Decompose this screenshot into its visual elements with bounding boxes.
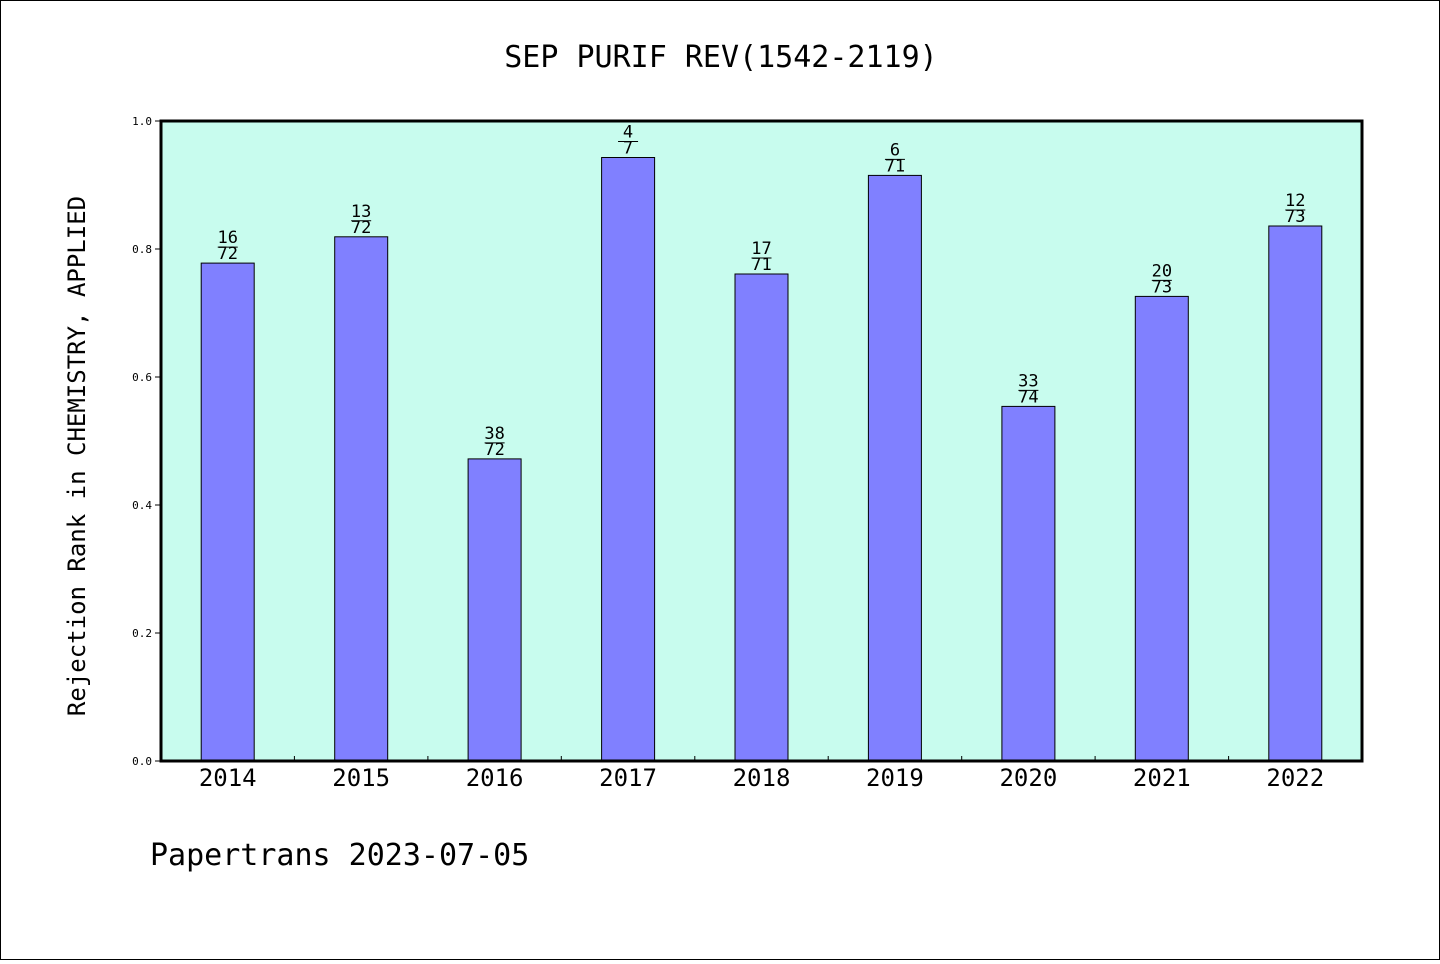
x-tick-label-2020: 2020	[999, 764, 1057, 792]
bar-label-bottom-2016: 72	[484, 440, 504, 460]
bar-label-bottom-2017: 7	[623, 139, 633, 159]
bar-label-bottom-2021: 73	[1152, 277, 1172, 297]
bar-label-bottom-2014: 72	[217, 244, 237, 264]
y-tick-label: 0.0	[132, 755, 152, 768]
bar-2022	[1268, 225, 1323, 762]
x-tick-label-2019: 2019	[866, 764, 924, 792]
bar-label-bottom-2019: 71	[885, 156, 905, 176]
x-tick-label-2014: 2014	[199, 764, 257, 792]
bar-label-bottom-2020: 74	[1018, 387, 1038, 407]
bar-label-bottom-2015: 72	[351, 218, 371, 238]
bar-label-top-2017: 4	[623, 123, 633, 143]
footer-credit: Papertrans 2023-07-05	[150, 838, 529, 873]
bar-label-top-2018: 17	[751, 239, 771, 259]
x-tick-label-2018: 2018	[733, 764, 791, 792]
bar-2014	[200, 262, 255, 762]
bar-2018	[734, 273, 789, 762]
x-tick-label-2022: 2022	[1266, 764, 1324, 792]
bar-label-top-2022: 12	[1285, 191, 1305, 211]
x-tick-label-2016: 2016	[466, 764, 524, 792]
bar-label-top-2019: 6	[890, 140, 900, 160]
bar-2015	[334, 236, 389, 762]
y-tick-label: 0.8	[132, 243, 152, 256]
bar-label-top-2014: 16	[217, 228, 237, 248]
y-axis-label: Rejection Rank in CHEMISTRY, APPLIED	[63, 196, 91, 716]
x-tick-label-2015: 2015	[332, 764, 390, 792]
plot-border	[159, 119, 1364, 763]
bar-label-top-2020: 33	[1018, 371, 1038, 391]
bar-label-top-2016: 38	[484, 424, 504, 444]
bar-2016	[467, 458, 522, 762]
chart-title: SEP PURIF REV(1542-2119)	[504, 40, 937, 75]
bar-2019	[867, 174, 922, 762]
bar-label-bottom-2022: 73	[1285, 207, 1305, 227]
y-tick-label: 0.2	[132, 627, 152, 640]
y-tick-label: 0.4	[132, 499, 152, 512]
x-tick-label-2021: 2021	[1133, 764, 1191, 792]
bar-label-top-2015: 13	[351, 202, 371, 222]
ticks-group: 2014 2015 2016 2017 2018 2019 2020 2021 20220.00…	[132, 115, 1324, 792]
y-tick-label: 0.6	[132, 371, 152, 384]
bar-label-top-2021: 20	[1152, 261, 1172, 281]
bar-label-bottom-2018: 71	[751, 255, 771, 275]
bar-2020	[1001, 405, 1056, 762]
bar-2017	[601, 157, 656, 762]
x-tick-label-2017: 2017	[599, 764, 657, 792]
bar-2021	[1134, 295, 1189, 762]
y-tick-label: 1.0	[132, 115, 152, 128]
